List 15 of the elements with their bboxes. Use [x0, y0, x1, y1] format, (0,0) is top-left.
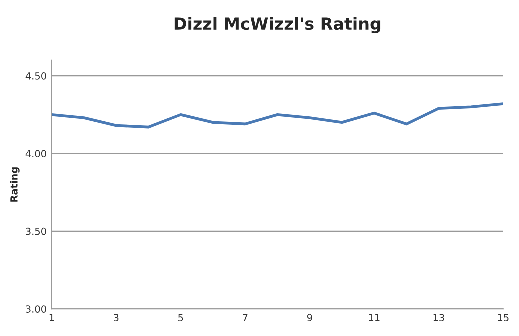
x-tick-label: 15 — [498, 314, 509, 322]
y-tick-label: 3.50 — [26, 228, 46, 236]
x-tick-label: 3 — [114, 314, 119, 322]
line-series — [52, 102, 504, 129]
x-tick-label: 11 — [369, 314, 380, 322]
x-tick-label: 13 — [434, 314, 444, 322]
x-tick-label: 7 — [243, 314, 248, 322]
y-tick-label: 4.00 — [26, 150, 46, 158]
x-tick-label: 9 — [307, 314, 312, 322]
x-tick-label: 1 — [50, 314, 54, 322]
chart-title: Dizzl McWizzl's Rating — [174, 17, 381, 34]
y-axis-title: Rating — [10, 168, 20, 202]
y-tick-label: 3.00 — [26, 306, 46, 313]
x-tick-label: 5 — [178, 314, 184, 322]
y-tick-label: 4.50 — [26, 72, 46, 80]
